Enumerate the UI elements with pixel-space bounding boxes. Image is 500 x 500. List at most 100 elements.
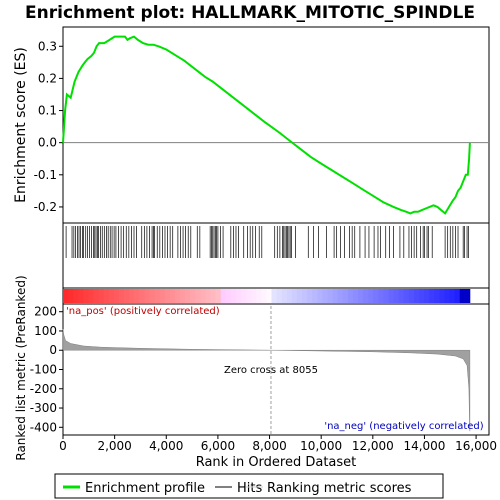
rank-gradient-cell (83, 289, 89, 303)
rank-gradient-cell (185, 289, 191, 303)
rank-gradient-cell (251, 289, 257, 303)
rank-gradient-cell (302, 289, 308, 303)
rank-gradient-cell (408, 289, 415, 303)
x-tick-label: 10,000 (300, 439, 342, 453)
rank-gradient-cell (241, 289, 247, 303)
rank-gradient-cell (256, 289, 262, 303)
rank-gradient-cell (190, 289, 196, 303)
es-y-tick-label: 0.2 (38, 71, 57, 85)
rank-gradient-cell (169, 289, 176, 303)
x-tick-label: 14,000 (403, 439, 445, 453)
rank-gradient-cell (413, 289, 420, 303)
es-profile-line (62, 35, 471, 215)
rank-gradient-cell (307, 289, 313, 303)
rank-gradient-cell (139, 289, 145, 303)
rank-gradient-cell (98, 289, 105, 303)
rank-gradient-cell (235, 289, 242, 303)
x-axis-label: Rank in Ordered Dataset (196, 455, 357, 470)
hits-frame (62, 222, 490, 289)
rank-gradient-cell (154, 289, 161, 303)
rank-gradient-cell (464, 289, 471, 303)
rank-gradient-cell (63, 289, 69, 303)
rank-gradient-cell (73, 289, 79, 303)
rank-gradient-cell (261, 289, 267, 303)
rank-gradient-cell (317, 289, 323, 303)
rank-gradient-cell (352, 289, 359, 303)
rank-gradient-cell (347, 289, 354, 303)
rank-gradient-cell (220, 289, 227, 303)
rank-gradient-cell (454, 289, 461, 303)
metric-y-tick-label: 100 (34, 324, 57, 338)
rank-gradient-cell (388, 289, 395, 303)
rank-gradient-cell (129, 289, 135, 303)
x-tick-label: 16,000 (455, 439, 497, 453)
rank-gradient-cell (144, 289, 150, 303)
es-y-tick-label: 0.0 (38, 136, 57, 150)
hits-panel (62, 222, 490, 305)
rank-gradient-cell (164, 289, 171, 303)
rank-gradient-cell (103, 289, 110, 303)
rank-gradient-cell (281, 289, 288, 303)
rank-gradient-cell (78, 289, 84, 303)
rank-gradient-cell (179, 289, 186, 303)
rank-gradient-cell (124, 289, 130, 303)
rank-gradient-cell (327, 289, 333, 303)
rank-gradient-cell (68, 289, 74, 303)
rank-gradient-cell (332, 289, 339, 303)
zero-cross-label: Zero cross at 8055 (224, 365, 318, 376)
rank-gradient-cell (393, 289, 400, 303)
metric-area (62, 328, 471, 432)
enrichment-profile-panel: -0.2 -0.1 0.0 0.1 0.2 0.3 Enrichment score (E… (13, 26, 490, 224)
rank-gradient-cell (368, 289, 374, 303)
legend-label-metric: Ranking metric scores (267, 481, 412, 496)
legend-label-hits: Hits (237, 481, 262, 496)
rank-gradient-cell (337, 289, 344, 303)
x-tick-label: 4,000 (149, 439, 183, 453)
rank-gradient-cell (230, 289, 237, 303)
rank-gradient-cell (439, 289, 445, 303)
rank-gradient-cell (378, 289, 384, 303)
rank-gradient-cell (403, 289, 410, 303)
metric-frame (62, 303, 490, 436)
rank-gradient-cell (429, 289, 435, 303)
negative-correlated-label: 'na_neg' (negatively correlated) (324, 421, 483, 432)
x-tick-label: 8,000 (252, 439, 286, 453)
x-tick-label: 6,000 (201, 439, 235, 453)
rank-gradient-cell (286, 289, 293, 303)
metric-y-tick-label: -400 (30, 420, 57, 434)
rank-gradient-cell (296, 289, 303, 303)
rank-gradient-cell (459, 289, 466, 303)
rank-gradient-cell (118, 289, 125, 303)
rank-gradient-cell (134, 289, 140, 303)
rank-gradient-cell (373, 289, 379, 303)
x-tick-label: 0 (59, 439, 67, 453)
es-y-tick-label: 0.1 (38, 104, 57, 118)
rank-gradient-cell (225, 289, 232, 303)
metric-y-tick-label: -200 (30, 382, 57, 396)
es-y-tick-label: -0.2 (34, 200, 57, 214)
metric-y-tick-label: 200 (34, 305, 57, 319)
rank-gradient-cell (444, 289, 450, 303)
rank-gradient-cell (312, 289, 318, 303)
metric-y-tick-label: -100 (30, 363, 57, 377)
rank-gradient-cell (149, 289, 155, 303)
rank-gradient-cell (322, 289, 328, 303)
legend: Enrichment profile Hits Ranking metric s… (54, 473, 444, 499)
rank-gradient-cell (266, 289, 272, 303)
rank-gradient-cell (276, 289, 283, 303)
rank-gradient-cell (383, 289, 389, 303)
rank-gradient-cell (342, 289, 349, 303)
legend-frame (54, 473, 444, 499)
rank-gradient-cell (215, 289, 222, 303)
rank-gradient-cell (357, 289, 364, 303)
rank-gradient-cell (108, 289, 115, 303)
rank-gradient-cell (246, 289, 252, 303)
rank-gradient-cell (159, 289, 166, 303)
rank-gradient-cell (200, 289, 206, 303)
rank-gradient-cell (174, 289, 181, 303)
rank-gradient-cell (424, 289, 430, 303)
rank-gradient-cell (419, 289, 425, 303)
rank-gradient-cell (291, 289, 298, 303)
rank-gradient-cell (449, 289, 456, 303)
